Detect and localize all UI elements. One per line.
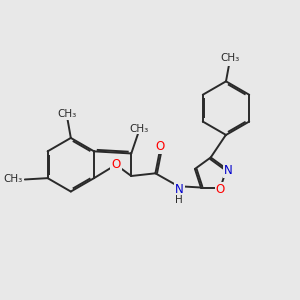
Text: CH₃: CH₃ [3, 175, 23, 184]
Text: N: N [175, 183, 184, 196]
Text: H: H [176, 195, 183, 205]
Text: CH₃: CH₃ [130, 124, 149, 134]
Text: O: O [216, 183, 225, 196]
Text: CH₃: CH₃ [220, 53, 240, 63]
Text: O: O [111, 158, 121, 171]
Text: CH₃: CH₃ [57, 109, 76, 119]
Text: O: O [156, 140, 165, 153]
Text: N: N [224, 164, 233, 177]
